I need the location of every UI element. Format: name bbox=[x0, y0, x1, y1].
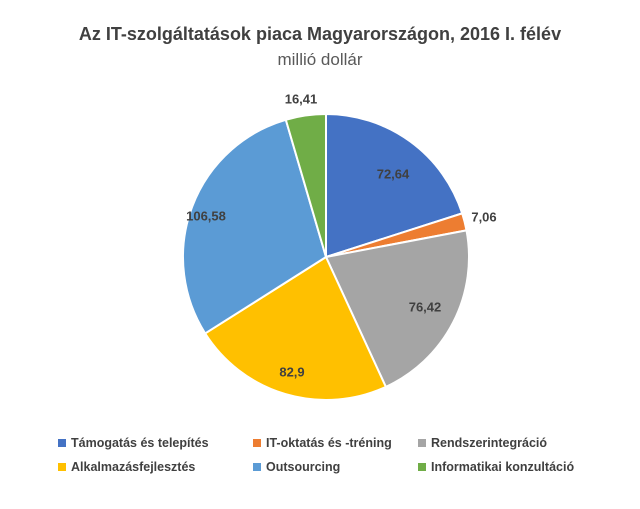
legend-swatch bbox=[253, 439, 261, 447]
chart-subtitle: millió dollár bbox=[277, 50, 363, 69]
pie-slice-1 bbox=[325, 113, 464, 258]
data-label-6: 16,41 bbox=[285, 91, 318, 106]
legend-label: IT-oktatás és -tréning bbox=[266, 436, 392, 450]
chart-title: Az IT-szolgáltatások piaca Magyarországo… bbox=[78, 24, 562, 44]
legend-label: Outsourcing bbox=[266, 460, 341, 474]
legend-swatch bbox=[58, 463, 66, 471]
legend-swatch bbox=[58, 439, 66, 447]
data-label-4: 82,9 bbox=[279, 364, 304, 379]
legend-item-2: IT-oktatás és -tréning bbox=[253, 436, 392, 450]
data-label-1: 72,64 bbox=[377, 166, 410, 181]
legend-swatch bbox=[418, 463, 426, 471]
pie-slice-4 bbox=[204, 256, 387, 401]
legend-label: Informatikai konzultáció bbox=[431, 460, 575, 474]
legend-label: Rendszerintegráció bbox=[431, 436, 548, 450]
data-label-2: 7,06 bbox=[471, 209, 496, 224]
pie-slice-5 bbox=[182, 118, 327, 335]
legend-label: Alkalmazásfejlesztés bbox=[71, 460, 196, 474]
legend-item-6: Informatikai konzultáció bbox=[418, 460, 574, 474]
legend-item-1: Támogatás és telepítés bbox=[58, 436, 209, 450]
legend-label: Támogatás és telepítés bbox=[71, 436, 209, 450]
legend-swatch bbox=[253, 463, 261, 471]
pie-slice-3 bbox=[325, 229, 470, 388]
pie-slice-6 bbox=[284, 113, 327, 258]
legend-item-3: Rendszerintegráció bbox=[418, 436, 547, 450]
legend-item-5: Outsourcing bbox=[253, 460, 340, 474]
legend-item-4: Alkalmazásfejlesztés bbox=[58, 460, 195, 474]
legend-swatch bbox=[418, 439, 426, 447]
data-label-3: 76,42 bbox=[409, 299, 442, 314]
data-label-5: 106,58 bbox=[186, 208, 226, 223]
